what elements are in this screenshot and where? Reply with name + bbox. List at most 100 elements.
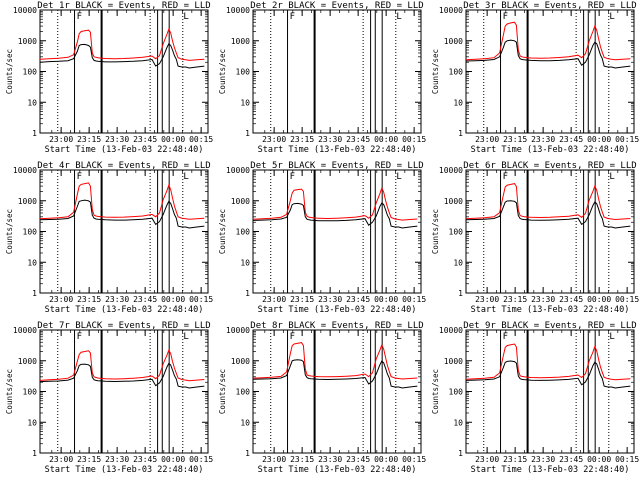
x-tick-label: 23:15 [290, 455, 314, 464]
x-tick-label: 00:15 [402, 135, 426, 144]
x-tick-label: 23:30 [318, 295, 342, 304]
x-tick-label: 23:00 [475, 135, 499, 144]
y-tick-label: 10000 [226, 6, 250, 15]
x-tick-label: 23:15 [503, 455, 527, 464]
y-tick-label: 10 [240, 258, 250, 267]
y-tick-label: 10000 [226, 166, 250, 175]
y-tick-label: 100 [236, 228, 251, 237]
y-tick-label: 100 [449, 388, 464, 397]
x-tick-label: 00:00 [161, 135, 185, 144]
y-axis-label: Counts/sec [431, 369, 440, 414]
x-tick-label: 23:30 [105, 135, 129, 144]
x-tick-label: 23:30 [531, 135, 555, 144]
flag-marker: F [503, 12, 508, 22]
x-tick-label: 23:30 [105, 295, 129, 304]
x-tick-label: 23:00 [49, 455, 73, 464]
y-axis-label: Counts/sec [5, 209, 14, 254]
x-tick-label: 00:15 [402, 295, 426, 304]
x-axis-label: Start Time (13-Feb-03 22:48:40) [45, 305, 204, 315]
lld-series-line [465, 21, 631, 61]
x-tick-label: 23:45 [346, 135, 370, 144]
flag-marker: L [183, 12, 188, 22]
y-tick-label: 1000 [444, 197, 463, 206]
x-tick-label: 23:15 [77, 295, 101, 304]
panel-title: Det 5r BLACK = Events, RED = LLD [250, 161, 423, 171]
panel-title: Det 4r BLACK = Events, RED = LLD [37, 161, 210, 171]
y-tick-label: 1000 [231, 197, 250, 206]
events-series-line [465, 39, 631, 69]
events-series-line [39, 362, 205, 389]
x-tick-label: 23:15 [77, 135, 101, 144]
flag-marker: L [183, 172, 188, 182]
y-tick-label: 10 [27, 98, 37, 107]
y-tick-label: 100 [23, 68, 38, 77]
events-series-line [465, 200, 631, 229]
x-tick-label: 23:30 [531, 455, 555, 464]
x-tick-label: 23:15 [503, 295, 527, 304]
y-tick-label: 1 [245, 129, 250, 138]
x-tick-label: 00:15 [402, 455, 426, 464]
x-tick-label: 00:00 [161, 295, 185, 304]
y-tick-label: 1000 [18, 37, 37, 46]
x-tick-label: 00:15 [189, 295, 213, 304]
x-tick-label: 23:15 [290, 135, 314, 144]
y-tick-label: 10 [240, 98, 250, 107]
y-axis-label: Counts/sec [5, 49, 14, 94]
y-axis-label: Counts/sec [218, 369, 227, 414]
y-axis-label: Counts/sec [5, 369, 14, 414]
flag-marker: L [396, 172, 401, 182]
x-axis-label: Start Time (13-Feb-03 22:48:40) [471, 145, 630, 155]
y-tick-label: 10000 [439, 166, 463, 175]
x-tick-label: 00:00 [374, 135, 398, 144]
x-tick-label: 00:15 [615, 135, 639, 144]
x-tick-label: 23:15 [290, 295, 314, 304]
x-tick-label: 23:30 [105, 455, 129, 464]
lld-series-line [39, 348, 205, 382]
x-tick-label: 00:15 [189, 135, 213, 144]
flag-marker: F [290, 12, 295, 22]
x-axis-label: Start Time (13-Feb-03 22:48:40) [471, 305, 630, 315]
x-tick-label: 23:00 [49, 295, 73, 304]
y-tick-label: 10000 [13, 6, 37, 15]
y-tick-label: 1 [458, 289, 463, 298]
x-axis-label: Start Time (13-Feb-03 22:48:40) [258, 145, 417, 155]
x-axis-label: Start Time (13-Feb-03 22:48:40) [258, 465, 417, 475]
x-tick-label: 00:00 [374, 295, 398, 304]
y-tick-label: 10 [453, 258, 463, 267]
y-axis-label: Counts/sec [218, 49, 227, 94]
y-axis-label: Counts/sec [431, 209, 440, 254]
flag-marker: L [609, 332, 614, 342]
x-tick-label: 00:00 [161, 455, 185, 464]
flag-marker: F [290, 172, 295, 182]
x-axis-label: Start Time (13-Feb-03 22:48:40) [45, 145, 204, 155]
flag-marker: F [77, 172, 82, 182]
y-tick-label: 1 [32, 449, 37, 458]
x-tick-label: 23:30 [318, 135, 342, 144]
y-tick-label: 1 [32, 129, 37, 138]
x-tick-label: 23:45 [346, 455, 370, 464]
lld-series-line [252, 186, 418, 221]
flag-marker: F [77, 12, 82, 22]
x-tick-label: 00:00 [587, 295, 611, 304]
flag-marker: L [609, 172, 614, 182]
flag-marker: L [396, 12, 401, 22]
flag-marker: F [290, 332, 295, 342]
events-series-line [465, 360, 631, 389]
y-tick-label: 10000 [226, 326, 250, 335]
flag-marker: L [183, 332, 188, 342]
x-tick-label: 23:30 [531, 295, 555, 304]
x-tick-label: 00:15 [189, 455, 213, 464]
y-tick-label: 1 [458, 449, 463, 458]
y-tick-label: 100 [236, 388, 251, 397]
x-tick-label: 23:15 [77, 455, 101, 464]
y-tick-label: 1000 [231, 37, 250, 46]
events-series-line [252, 202, 418, 229]
y-tick-label: 1000 [231, 357, 250, 366]
y-tick-label: 1000 [444, 37, 463, 46]
y-tick-label: 100 [23, 228, 38, 237]
lld-series-line [39, 27, 205, 61]
y-tick-label: 10000 [13, 326, 37, 335]
panel-title: Det 6r BLACK = Events, RED = LLD [463, 161, 636, 171]
y-axis-label: Counts/sec [431, 49, 440, 94]
